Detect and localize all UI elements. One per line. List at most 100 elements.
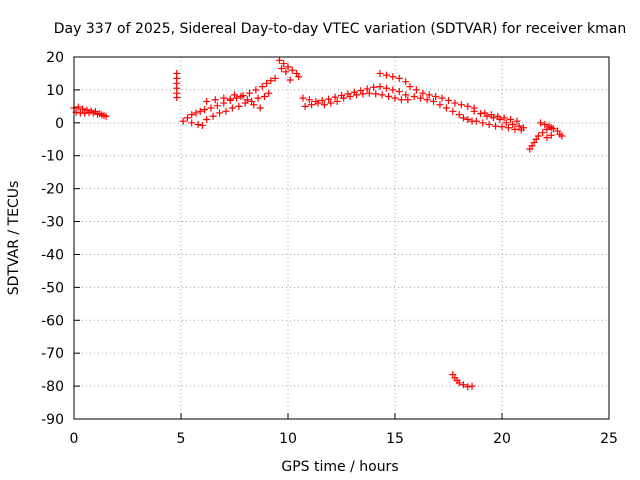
data-point [365, 89, 373, 97]
data-point [541, 120, 549, 128]
data-point [485, 120, 493, 128]
data-point [470, 107, 478, 115]
data-point [370, 83, 378, 91]
data-series [299, 69, 412, 110]
data-point [188, 119, 196, 127]
data-point [507, 116, 515, 124]
data-series [70, 103, 110, 120]
data-point [549, 125, 557, 133]
data-series [449, 371, 476, 391]
data-point [196, 107, 204, 115]
data-point [263, 79, 271, 87]
data-point [395, 74, 403, 82]
data-point [385, 92, 393, 100]
y-tick-label: -60 [41, 313, 64, 329]
data-point [201, 106, 209, 114]
data-point [537, 119, 545, 127]
data-point [391, 94, 399, 102]
data-point [79, 105, 87, 113]
data-point [220, 94, 228, 102]
y-tick-label: -40 [41, 247, 64, 263]
data-point [252, 86, 260, 94]
data-point [500, 114, 508, 122]
data-point [183, 114, 191, 122]
data-series [173, 69, 181, 101]
data-point [250, 101, 258, 109]
y-axis-label: SDTVAR / TECUs [6, 181, 22, 296]
data-series [275, 56, 303, 84]
x-axis-label: GPS time / hours [281, 459, 398, 475]
data-point [534, 132, 542, 140]
data-point [389, 73, 397, 81]
data-point [494, 112, 502, 120]
data-point [284, 63, 292, 71]
data-point [254, 94, 262, 102]
data-point [547, 131, 555, 139]
data-point [406, 83, 414, 91]
data-point [278, 65, 286, 73]
y-tick-label: -20 [41, 182, 64, 198]
data-point [558, 132, 566, 140]
data-series [179, 74, 279, 129]
data-point [459, 114, 467, 122]
data-point [492, 122, 500, 130]
y-tick-labels: 20 10 0 -10 -20 -30 -40 -50 -60 -70 -80 -90 [41, 50, 64, 428]
data-series [406, 83, 478, 125]
data-point [438, 94, 446, 102]
data-point [417, 94, 425, 102]
chart-title: Day 337 of 2025, Sidereal Day-to-day VTE… [54, 21, 626, 37]
data-point [256, 104, 264, 112]
data-point [235, 102, 243, 110]
data-point [275, 56, 283, 64]
data-point [267, 77, 275, 85]
x-tick-label: 10 [279, 431, 297, 447]
data-point [288, 66, 296, 74]
data-point [382, 71, 390, 79]
y-tick-label: -50 [41, 280, 64, 296]
data-point [265, 89, 273, 97]
data-point [464, 116, 472, 124]
data-point [457, 101, 465, 109]
data-point [327, 99, 335, 107]
data-point [423, 96, 431, 104]
data-point [331, 93, 339, 101]
data-point [412, 86, 420, 94]
x-tick-labels: 0 5 10 15 20 25 [70, 431, 618, 447]
data-point [222, 107, 230, 115]
data-point [509, 120, 517, 128]
data-point [511, 125, 519, 133]
data-point [504, 124, 512, 132]
data-point [282, 68, 290, 76]
x-tick-label: 0 [70, 431, 79, 447]
data-point [198, 121, 206, 129]
data-point [545, 122, 553, 130]
data-point [404, 96, 412, 104]
data-point [231, 91, 238, 99]
data-point [363, 85, 371, 93]
data-point [243, 96, 251, 104]
data-point [376, 69, 384, 77]
data-point [179, 117, 187, 125]
data-point [517, 126, 525, 134]
data-point [271, 74, 279, 82]
data-point [389, 86, 397, 94]
y-tick-label: 0 [55, 116, 64, 132]
data-point [173, 93, 181, 101]
data-point [226, 95, 234, 103]
data-point [94, 110, 102, 118]
data-point [346, 92, 354, 100]
data-point [203, 97, 211, 105]
data-point [459, 381, 467, 389]
data-point [209, 112, 217, 120]
data-point [308, 101, 316, 109]
y-tick-label: -80 [41, 379, 64, 395]
data-point [432, 92, 440, 100]
data-point [402, 91, 410, 99]
data-point [464, 102, 472, 110]
x-tick-label: 20 [493, 431, 511, 447]
data-point [333, 97, 341, 105]
data-point [295, 73, 303, 81]
data-point [320, 101, 328, 109]
data-point [397, 96, 405, 104]
